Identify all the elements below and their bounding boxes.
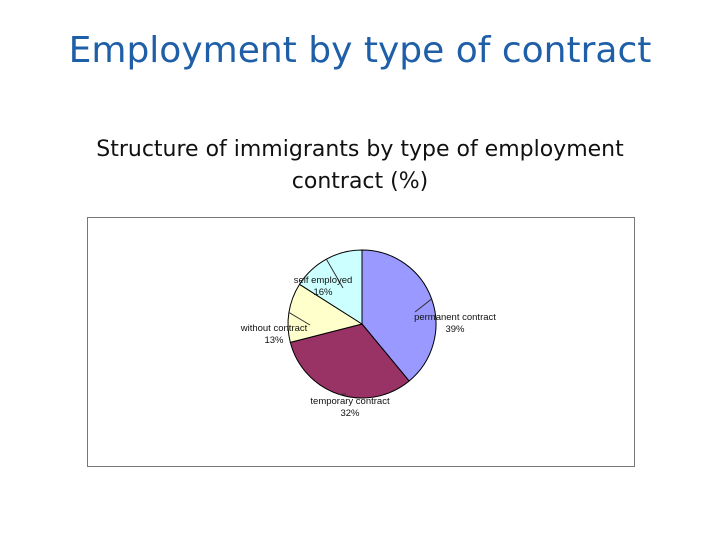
pie-leader-lines: [288, 258, 432, 395]
pie-label-without-contract: without contract 13%: [240, 323, 308, 346]
pie-slices: [287, 249, 437, 399]
pie-label-permanent-contract: permanent contract 39%: [414, 312, 496, 335]
chart-heading: Structure of immigrants by type of emplo…: [60, 134, 660, 198]
chart-frame: permanent contract 39% temporary contract 3…: [87, 217, 635, 467]
leader-line-without-contract: [288, 311, 311, 326]
pie-label-temporary-contract: temporary contract 32%: [310, 396, 390, 419]
chart-heading-line-1: Structure of immigrants by type of emplo…: [96, 137, 624, 162]
pie-labels: permanent contract 39% temporary contract 3…: [240, 275, 497, 419]
leader-line-self-employed: [325, 258, 344, 289]
slide-title: Employment by type of contract: [68, 30, 652, 71]
chart-heading-line-2: contract (%): [291, 169, 429, 194]
pie-label-self-employed: self employed 16%: [294, 275, 353, 298]
pie-chart: permanent contract 39% temporary contract 3…: [240, 249, 497, 419]
leader-line-permanent-contract: [414, 298, 432, 313]
